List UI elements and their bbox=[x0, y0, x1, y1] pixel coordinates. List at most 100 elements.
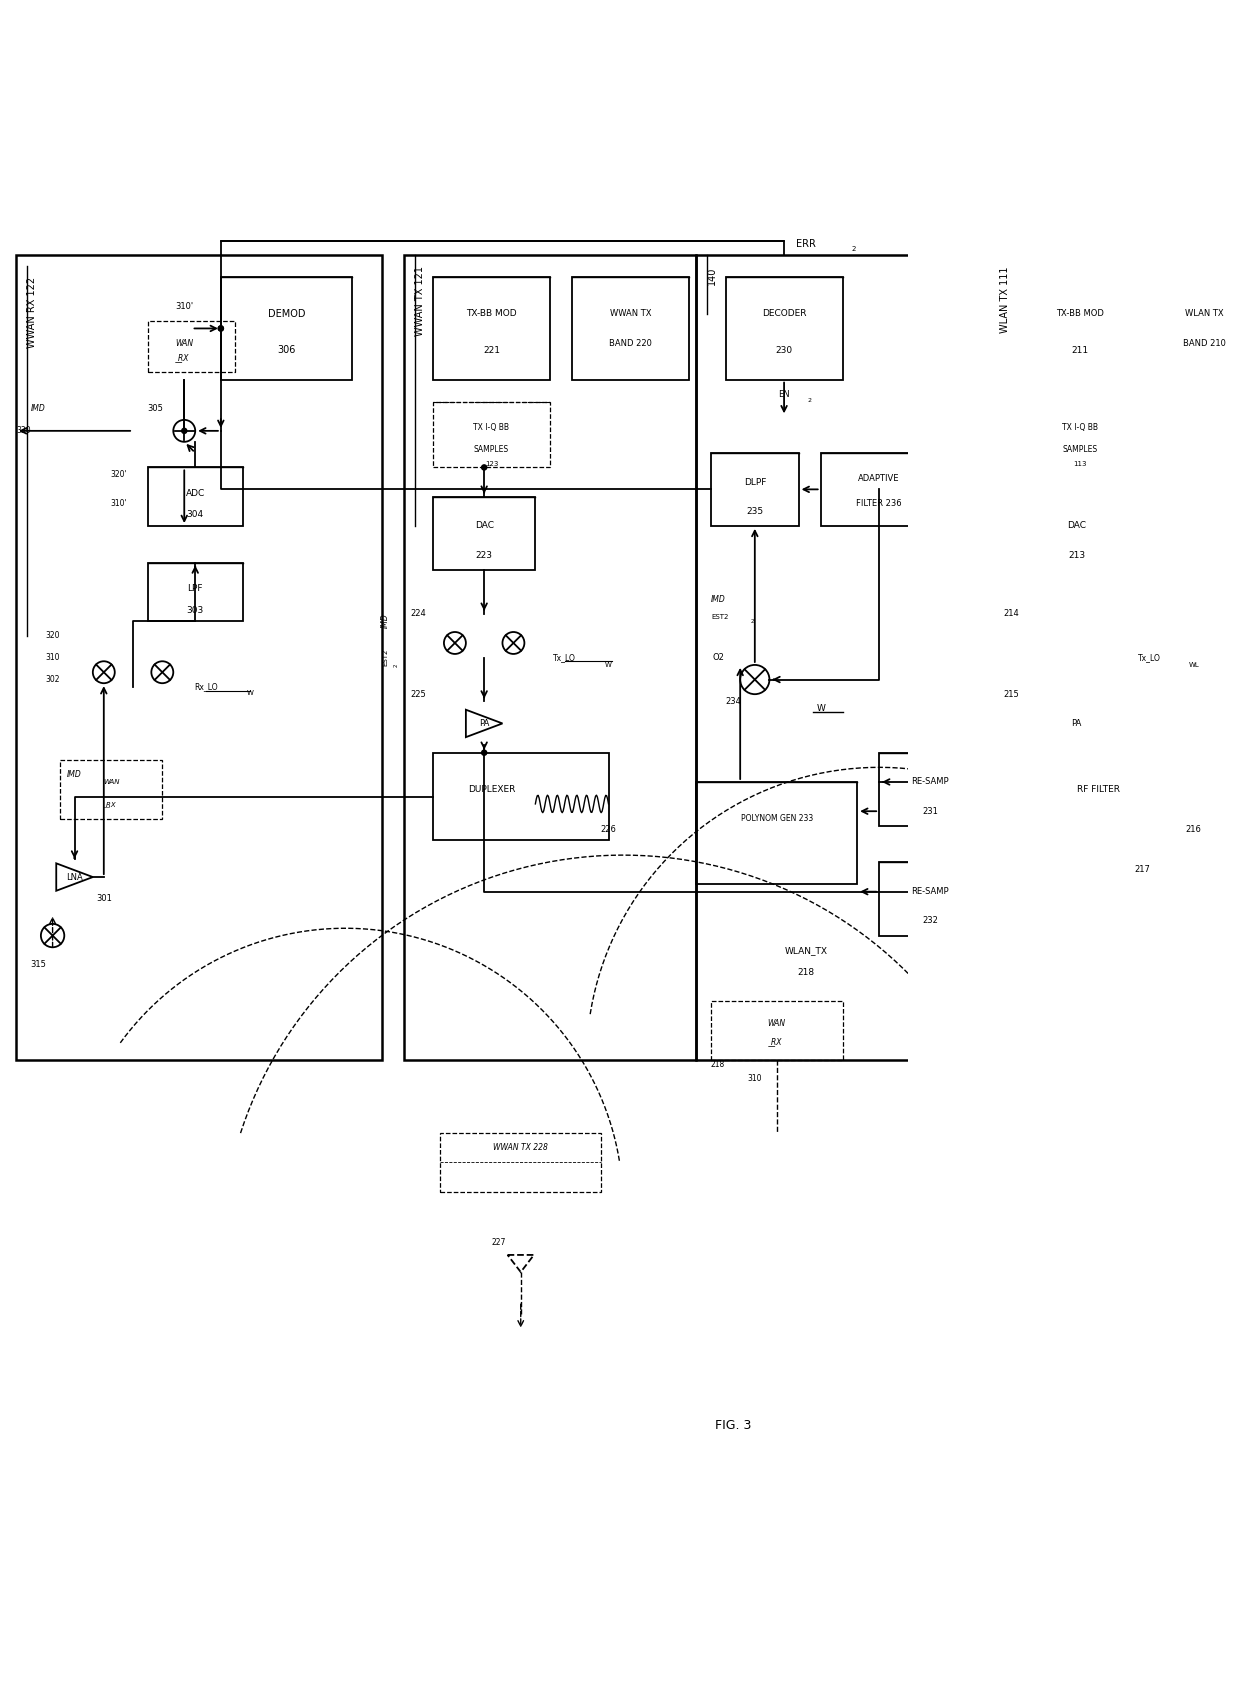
Text: 213: 213 bbox=[1068, 551, 1085, 559]
Text: 310': 310' bbox=[110, 500, 126, 508]
Text: PA: PA bbox=[1071, 720, 1081, 728]
Circle shape bbox=[218, 326, 223, 331]
Text: W: W bbox=[605, 662, 613, 667]
Bar bbox=[697, 782, 857, 885]
Text: 303: 303 bbox=[186, 606, 203, 615]
Bar bbox=[725, 277, 843, 380]
Bar bbox=[572, 277, 689, 380]
Text: 315: 315 bbox=[30, 961, 46, 969]
Text: EN: EN bbox=[779, 390, 790, 399]
Text: 2: 2 bbox=[394, 664, 399, 667]
Text: TX-BB MOD: TX-BB MOD bbox=[466, 309, 517, 318]
Text: 2: 2 bbox=[807, 397, 812, 402]
Text: 320': 320' bbox=[110, 470, 126, 480]
Bar bbox=[711, 453, 799, 525]
Text: DUPLEXER: DUPLEXER bbox=[467, 785, 515, 794]
Text: W: W bbox=[247, 689, 253, 696]
Text: WWAN TX 228: WWAN TX 228 bbox=[494, 1143, 548, 1152]
Text: SAMPLES: SAMPLES bbox=[474, 444, 510, 454]
Bar bbox=[433, 402, 551, 468]
Text: WAN: WAN bbox=[103, 779, 119, 785]
Text: BAND 210: BAND 210 bbox=[1183, 338, 1226, 348]
Text: WLAN TX: WLAN TX bbox=[1185, 309, 1224, 318]
Text: 226: 226 bbox=[600, 824, 616, 834]
Bar bbox=[148, 468, 243, 525]
Circle shape bbox=[182, 429, 187, 434]
Bar bbox=[433, 277, 551, 380]
Text: BAND 220: BAND 220 bbox=[609, 338, 652, 348]
Text: 310': 310' bbox=[175, 302, 193, 311]
Text: 227: 227 bbox=[491, 1238, 506, 1246]
Text: 310: 310 bbox=[46, 654, 60, 662]
Text: 234: 234 bbox=[725, 698, 740, 706]
Bar bbox=[821, 453, 937, 525]
Bar bbox=[697, 255, 988, 1061]
Bar bbox=[1157, 277, 1240, 380]
Text: 214: 214 bbox=[1003, 610, 1019, 618]
Text: 306: 306 bbox=[278, 345, 296, 355]
Text: POLYNOM GEN 233: POLYNOM GEN 233 bbox=[740, 814, 813, 823]
Text: 304: 304 bbox=[187, 510, 203, 520]
Text: 123: 123 bbox=[485, 461, 498, 466]
Bar bbox=[16, 255, 382, 1061]
Text: LNA: LNA bbox=[66, 873, 83, 882]
Bar bbox=[221, 277, 352, 380]
Text: DECODER: DECODER bbox=[761, 309, 806, 318]
Text: 305: 305 bbox=[148, 404, 162, 414]
Text: RF FILTER: RF FILTER bbox=[1078, 785, 1120, 794]
Text: 235: 235 bbox=[746, 507, 764, 515]
Text: ͟RX: ͟RX bbox=[179, 353, 190, 361]
Text: WWAN TX 121: WWAN TX 121 bbox=[414, 267, 424, 336]
Text: WAN: WAN bbox=[175, 338, 193, 348]
Text: ADC: ADC bbox=[186, 488, 205, 498]
Text: 221: 221 bbox=[484, 346, 500, 355]
Text: FIG. 3: FIG. 3 bbox=[714, 1419, 751, 1432]
Text: EST2: EST2 bbox=[382, 649, 388, 665]
Text: 2: 2 bbox=[852, 247, 856, 252]
Text: WL: WL bbox=[1188, 662, 1199, 667]
Text: IMD: IMD bbox=[31, 404, 46, 414]
Text: IMD: IMD bbox=[711, 595, 725, 603]
Text: 218: 218 bbox=[711, 1061, 725, 1069]
Text: TX I-Q BB: TX I-Q BB bbox=[1063, 422, 1099, 432]
Bar bbox=[440, 1133, 601, 1191]
Bar bbox=[433, 497, 536, 569]
Text: 232: 232 bbox=[923, 917, 939, 926]
Text: ͟RX: ͟RX bbox=[771, 1037, 782, 1045]
Bar bbox=[148, 321, 236, 372]
Text: LPF: LPF bbox=[187, 584, 203, 593]
Bar bbox=[988, 255, 1240, 1061]
Text: 230: 230 bbox=[775, 346, 792, 355]
Bar bbox=[404, 255, 697, 1061]
Text: 320: 320 bbox=[46, 632, 60, 640]
Text: IMD: IMD bbox=[381, 613, 389, 628]
Bar bbox=[1025, 753, 1202, 841]
Text: TX-BB MOD: TX-BB MOD bbox=[1056, 309, 1105, 318]
Circle shape bbox=[218, 326, 223, 331]
Text: O2: O2 bbox=[712, 654, 724, 662]
Text: EST2: EST2 bbox=[711, 615, 728, 620]
Text: FILTER 236: FILTER 236 bbox=[857, 500, 901, 508]
Text: DAC: DAC bbox=[1068, 522, 1086, 530]
Text: ERR: ERR bbox=[796, 240, 816, 250]
Text: 310: 310 bbox=[748, 1074, 763, 1083]
Text: RE-SAMP: RE-SAMP bbox=[911, 777, 949, 787]
Text: 224: 224 bbox=[410, 610, 427, 618]
Text: Rx_LO: Rx_LO bbox=[195, 682, 218, 691]
Text: W: W bbox=[816, 704, 825, 713]
Text: WAN: WAN bbox=[768, 1018, 786, 1029]
Text: RE-SAMP: RE-SAMP bbox=[911, 887, 949, 897]
Circle shape bbox=[481, 464, 487, 470]
Text: PA: PA bbox=[479, 720, 490, 728]
Text: WWAN RX 122: WWAN RX 122 bbox=[27, 277, 37, 348]
Bar bbox=[879, 863, 982, 936]
Text: DLPF: DLPF bbox=[744, 478, 766, 486]
Text: 218: 218 bbox=[797, 968, 815, 976]
Circle shape bbox=[1074, 464, 1079, 470]
Text: DEMOD: DEMOD bbox=[268, 309, 305, 319]
Text: 215: 215 bbox=[1003, 689, 1019, 699]
Text: 231: 231 bbox=[923, 807, 939, 816]
Bar bbox=[1025, 277, 1135, 380]
Bar bbox=[1025, 402, 1135, 468]
Text: IMD: IMD bbox=[67, 770, 82, 779]
